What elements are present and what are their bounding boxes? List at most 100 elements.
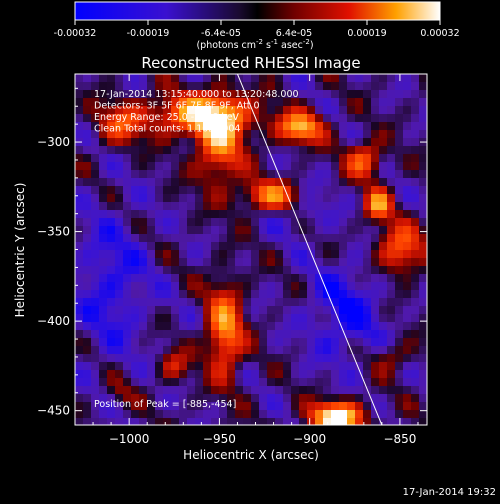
heatmap-cell <box>259 74 267 82</box>
heatmap-cell <box>291 226 299 234</box>
heatmap-cell <box>227 146 235 154</box>
heatmap-cell <box>99 234 107 242</box>
heatmap-cell <box>115 330 123 338</box>
heatmap-cell <box>363 162 371 170</box>
heatmap-cell <box>235 418 243 425</box>
heatmap-cell <box>299 162 307 170</box>
heatmap-cell <box>267 362 275 370</box>
heatmap-cell <box>307 138 315 146</box>
heatmap-cell <box>291 122 299 130</box>
heatmap-cell <box>179 202 187 210</box>
heatmap-cell <box>387 234 395 242</box>
heatmap-cell <box>339 266 347 274</box>
heatmap-cell <box>251 114 259 122</box>
heatmap-cell <box>75 386 83 394</box>
heatmap-cell <box>131 250 139 258</box>
heatmap-cell <box>123 98 131 106</box>
heatmap-cell <box>243 162 251 170</box>
heatmap-cell <box>387 202 395 210</box>
heatmap-cell <box>363 282 371 290</box>
heatmap-cell <box>115 170 123 178</box>
heatmap-cell <box>107 194 115 202</box>
heatmap-cell <box>155 330 163 338</box>
heatmap-cell <box>387 418 395 425</box>
heatmap-cell <box>275 418 283 425</box>
peak-position-label: Position of Peak = [-885,-454] <box>94 399 236 410</box>
heatmap-cell <box>387 258 395 266</box>
heatmap-cell <box>379 322 387 330</box>
heatmap-cell <box>171 98 179 106</box>
heatmap-cell <box>323 274 331 282</box>
heatmap-cell <box>155 218 163 226</box>
heatmap-cell <box>395 170 403 178</box>
heatmap-cell <box>307 122 315 130</box>
heatmap-cell <box>131 226 139 234</box>
heatmap-cell <box>291 130 299 138</box>
heatmap-cell <box>179 210 187 218</box>
heatmap-cell <box>147 386 155 394</box>
heatmap-cell <box>243 322 251 330</box>
heatmap-cell <box>331 298 339 306</box>
heatmap-cell <box>107 130 115 138</box>
heatmap-cell <box>251 266 259 274</box>
heatmap-cell <box>259 242 267 250</box>
heatmap-cell <box>147 98 155 106</box>
heatmap-cell <box>235 202 243 210</box>
heatmap-cell <box>379 186 387 194</box>
heatmap-cell <box>275 130 283 138</box>
heatmap-cell <box>387 170 395 178</box>
heatmap-cell <box>139 258 147 266</box>
info-line: Energy Range: 25.0 - 50.0 keV <box>94 112 239 123</box>
heatmap-cell <box>387 226 395 234</box>
x-axis: −1000 −950 −900 −850 <box>74 74 419 446</box>
heatmap-cell <box>219 154 227 162</box>
heatmap-cell <box>259 234 267 242</box>
heatmap-cell <box>99 146 107 154</box>
heatmap-cell <box>99 178 107 186</box>
heatmap-cell <box>387 178 395 186</box>
heatmap-cell <box>203 82 211 90</box>
heatmap-cell <box>275 378 283 386</box>
heatmap-cell <box>219 418 227 425</box>
heatmap-cell <box>75 242 83 250</box>
heatmap-cell <box>371 330 379 338</box>
heatmap-cell <box>123 362 131 370</box>
heatmap-cell <box>139 218 147 226</box>
heatmap-cell <box>195 210 203 218</box>
heatmap-cell <box>419 258 427 266</box>
heatmap-cell <box>259 226 267 234</box>
heatmap-cell <box>355 114 363 122</box>
heatmap-cell <box>163 170 171 178</box>
heatmap-cell <box>219 370 227 378</box>
heatmap-cell <box>163 90 171 98</box>
heatmap-cell <box>283 338 291 346</box>
heatmap-cell <box>283 210 291 218</box>
heatmap-cell <box>331 114 339 122</box>
heatmap-cell <box>131 146 139 154</box>
heatmap-cell <box>179 162 187 170</box>
heatmap-cell <box>291 346 299 354</box>
heatmap-cell <box>155 170 163 178</box>
heatmap-cell <box>179 298 187 306</box>
heatmap-cell <box>291 138 299 146</box>
heatmap-cell <box>307 282 315 290</box>
heatmap-cell <box>395 394 403 402</box>
heatmap-cell <box>411 194 419 202</box>
heatmap-cell <box>243 346 251 354</box>
heatmap-cell <box>171 74 179 82</box>
heatmap-cell <box>107 282 115 290</box>
heatmap-cell <box>195 330 203 338</box>
heatmap-cell <box>243 170 251 178</box>
heatmap-cell <box>243 282 251 290</box>
heatmap-cell <box>283 402 291 410</box>
heatmap-cell <box>339 146 347 154</box>
heatmap-cell <box>211 418 219 425</box>
heatmap-cell <box>299 418 307 425</box>
heatmap-cell <box>219 266 227 274</box>
heatmap-cell <box>299 306 307 314</box>
heatmap-cell <box>131 370 139 378</box>
heatmap-cell <box>411 290 419 298</box>
heatmap-cell <box>299 410 307 418</box>
heatmap-cell <box>419 354 427 362</box>
heatmap-cell <box>115 362 123 370</box>
